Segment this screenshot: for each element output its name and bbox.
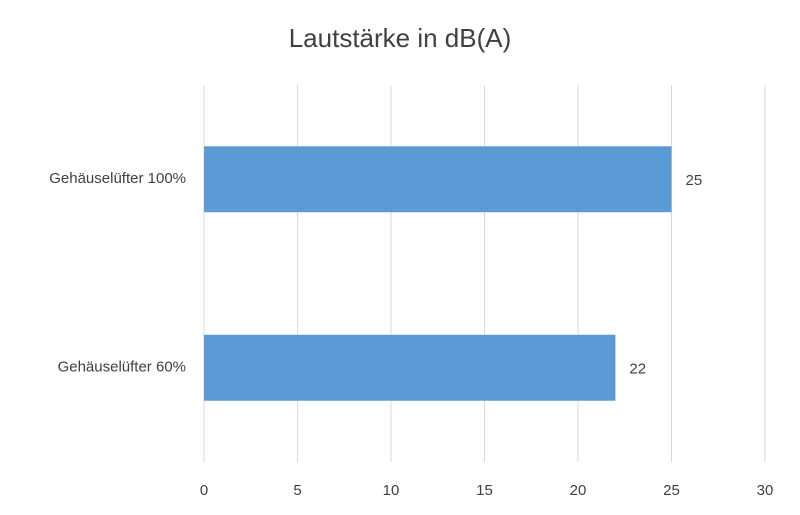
y-tick-label: Gehäuselüfter 60% xyxy=(58,359,186,376)
bar xyxy=(204,334,616,401)
x-tick-label: 5 xyxy=(293,482,301,499)
x-tick-label: 30 xyxy=(757,482,774,499)
data-label: 25 xyxy=(686,172,703,189)
y-tick-label: Gehäuselüfter 100% xyxy=(49,170,186,187)
x-tick-label: 20 xyxy=(570,482,587,499)
bar xyxy=(204,146,672,213)
x-tick-label: 0 xyxy=(200,482,208,499)
x-tick-label: 10 xyxy=(383,482,400,499)
data-label: 22 xyxy=(629,361,646,378)
x-tick-label: 25 xyxy=(663,482,680,499)
x-tick-label: 15 xyxy=(476,482,493,499)
chart-title: Lautstärke in dB(A) xyxy=(289,23,512,53)
